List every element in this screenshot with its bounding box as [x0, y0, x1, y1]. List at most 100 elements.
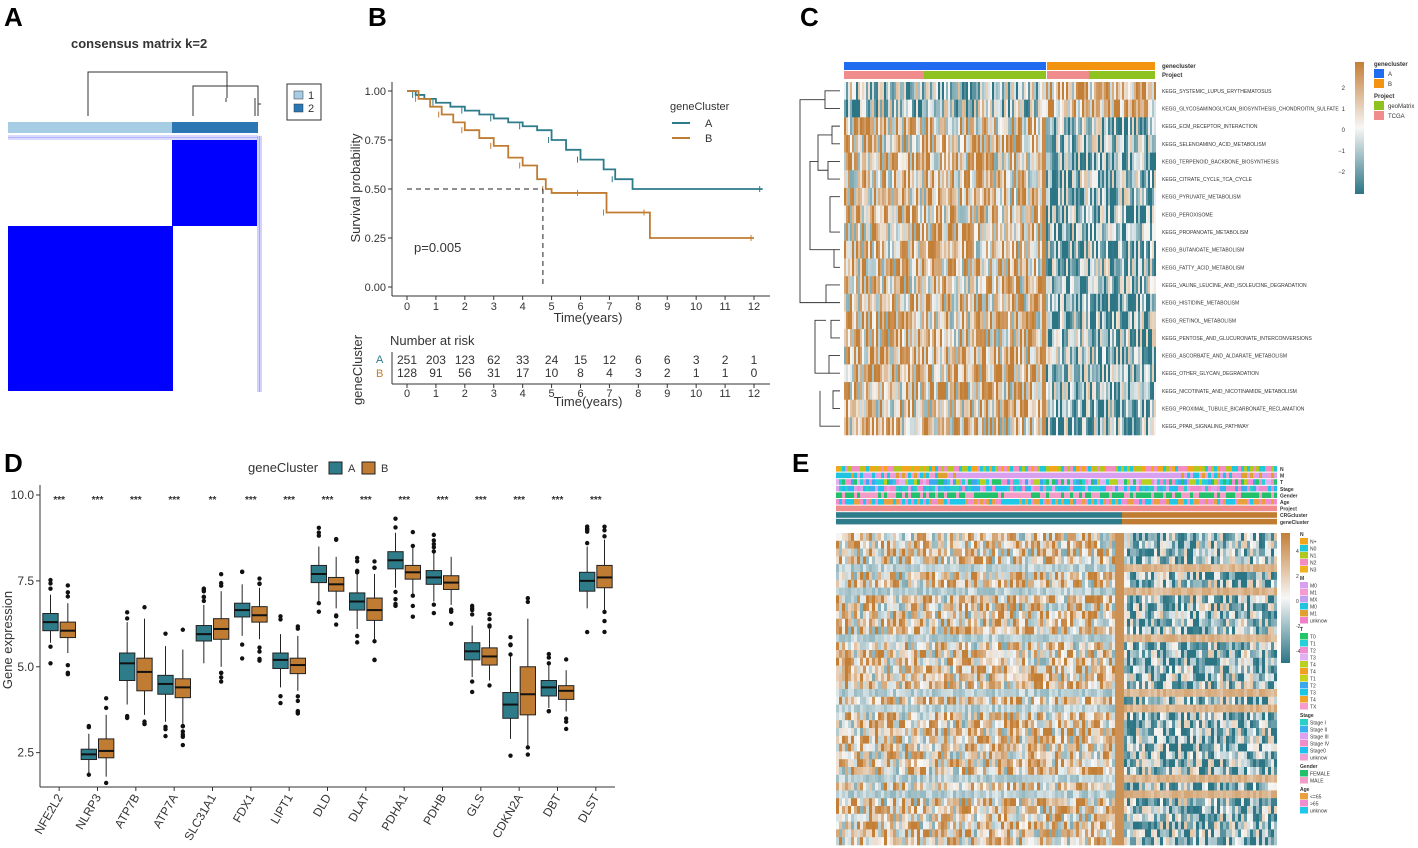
- c-heat-cell: [872, 276, 874, 295]
- c-heat-cell: [898, 276, 900, 295]
- c-heat-cell: [866, 187, 868, 206]
- risk-cell: 128: [397, 366, 417, 380]
- c-heat-cell: [1068, 399, 1070, 418]
- c-heat-cell: [1098, 134, 1100, 153]
- e-heat-cell: [1181, 540, 1184, 549]
- e-heat-cell: [962, 533, 965, 542]
- risk-xtick-label: 0: [404, 388, 410, 400]
- c-heat-cell: [906, 134, 908, 153]
- e-anno-seg: [1010, 479, 1013, 485]
- e-anno-seg: [854, 479, 857, 485]
- c-heat-cell: [940, 170, 942, 189]
- c-heat-cell: [956, 382, 958, 400]
- c-heat-cell: [944, 293, 946, 312]
- c-heat-cell: [1038, 258, 1040, 277]
- e-anno-seg: [1007, 485, 1010, 492]
- c-dendrogram-branch: [827, 160, 840, 180]
- c-heat-cell: [874, 187, 876, 206]
- c-heat-cell: [1032, 346, 1034, 365]
- c-heat-cell: [992, 82, 994, 100]
- c-heat-cell: [1004, 346, 1006, 365]
- e-anno-seg: [1184, 485, 1187, 492]
- c-heat-cell: [1014, 329, 1016, 348]
- c-heat-cell: [878, 417, 880, 436]
- c-heat-cell: [900, 223, 902, 242]
- e-anno-seg: [974, 479, 977, 485]
- c-heat-cell: [968, 240, 970, 259]
- e-anno-seg: [1061, 485, 1064, 492]
- c-heat-cell: [1044, 152, 1046, 171]
- c-heat-cell: [862, 293, 864, 312]
- box-outlier: [410, 614, 416, 619]
- c-heat-cell: [956, 223, 958, 242]
- c-heat-cell: [1050, 293, 1052, 312]
- c-heat-cell: [1070, 417, 1072, 436]
- c-heat-cell: [1006, 117, 1008, 136]
- c-heat-cell: [1154, 99, 1156, 118]
- c-heat-cell: [1138, 205, 1140, 224]
- e-anno-seg: [1241, 466, 1244, 472]
- c-heat-cell: [878, 99, 880, 118]
- c-heat-cell: [1090, 99, 1092, 118]
- c-heat-cell: [1116, 276, 1118, 295]
- c-heat-cell: [904, 99, 906, 118]
- c-heat-cell: [1108, 311, 1110, 330]
- c-heat-cell: [868, 382, 870, 400]
- c-heat-cell: [970, 258, 972, 277]
- c-heat-cell: [894, 223, 896, 242]
- c-heat-cell: [900, 276, 902, 295]
- e-heat-cell: [1142, 548, 1145, 557]
- e-anno-seg: [1160, 472, 1163, 479]
- c-heat-cell: [1080, 205, 1082, 224]
- c-heat-cell: [1024, 293, 1026, 312]
- c-heat-cell: [844, 99, 846, 118]
- c-heat-cell: [902, 117, 904, 136]
- c-heat-cell: [1110, 99, 1112, 118]
- e-heat-cell: [1031, 540, 1034, 549]
- c-heat-cell: [980, 152, 982, 171]
- c-heat-cell: [948, 170, 950, 189]
- c-heat-cell: [914, 258, 916, 277]
- c-heat-cell: [974, 364, 976, 383]
- c-heat-cell: [1016, 258, 1018, 277]
- c-heat-cell: [940, 417, 942, 436]
- c-heat-cell: [970, 134, 972, 153]
- c-heat-cell: [1050, 346, 1052, 365]
- e-anno-seg: [1139, 466, 1142, 472]
- c-heat-cell: [1094, 99, 1096, 118]
- c-heat-cell: [884, 134, 886, 153]
- c-heat-cell: [908, 311, 910, 330]
- c-heat-cell: [1054, 293, 1056, 312]
- c-heat-cell: [944, 134, 946, 153]
- e-anno-seg: [1061, 499, 1064, 505]
- c-heat-cell: [954, 329, 956, 348]
- e-heat-cell: [1004, 548, 1007, 557]
- c-heat-cell: [1152, 152, 1154, 171]
- e-heat-cell: [986, 533, 989, 542]
- c-heat-cell: [944, 364, 946, 383]
- e-anno-seg: [1256, 485, 1259, 492]
- e-heat-cell: [1262, 540, 1265, 549]
- c-heat-cell: [992, 152, 994, 171]
- c-heat-cell: [1030, 399, 1032, 418]
- c-heat-cell: [984, 258, 986, 277]
- c-heat-cell: [936, 382, 938, 400]
- e-anno-seg: [851, 485, 854, 492]
- e-anno-seg: [1166, 472, 1169, 479]
- c-heat-cell: [880, 240, 882, 259]
- c-heat-cell: [1058, 170, 1060, 189]
- c-heat-cell: [1058, 258, 1060, 277]
- c-heat-cell: [1104, 329, 1106, 348]
- e-anno-seg: [950, 492, 953, 498]
- c-heat-cell: [1068, 152, 1070, 171]
- c-heat-cell: [964, 170, 966, 189]
- c-heat-cell: [1070, 258, 1072, 277]
- c-heat-cell: [872, 417, 874, 436]
- e-anno-seg: [1187, 492, 1190, 498]
- e-anno-seg: [1019, 479, 1022, 485]
- c-heat-cell: [978, 152, 980, 171]
- c-heat-cell: [980, 382, 982, 400]
- e-anno-seg: [1154, 472, 1157, 479]
- e-anno-seg: [968, 499, 971, 505]
- e-heat-cell: [875, 540, 878, 549]
